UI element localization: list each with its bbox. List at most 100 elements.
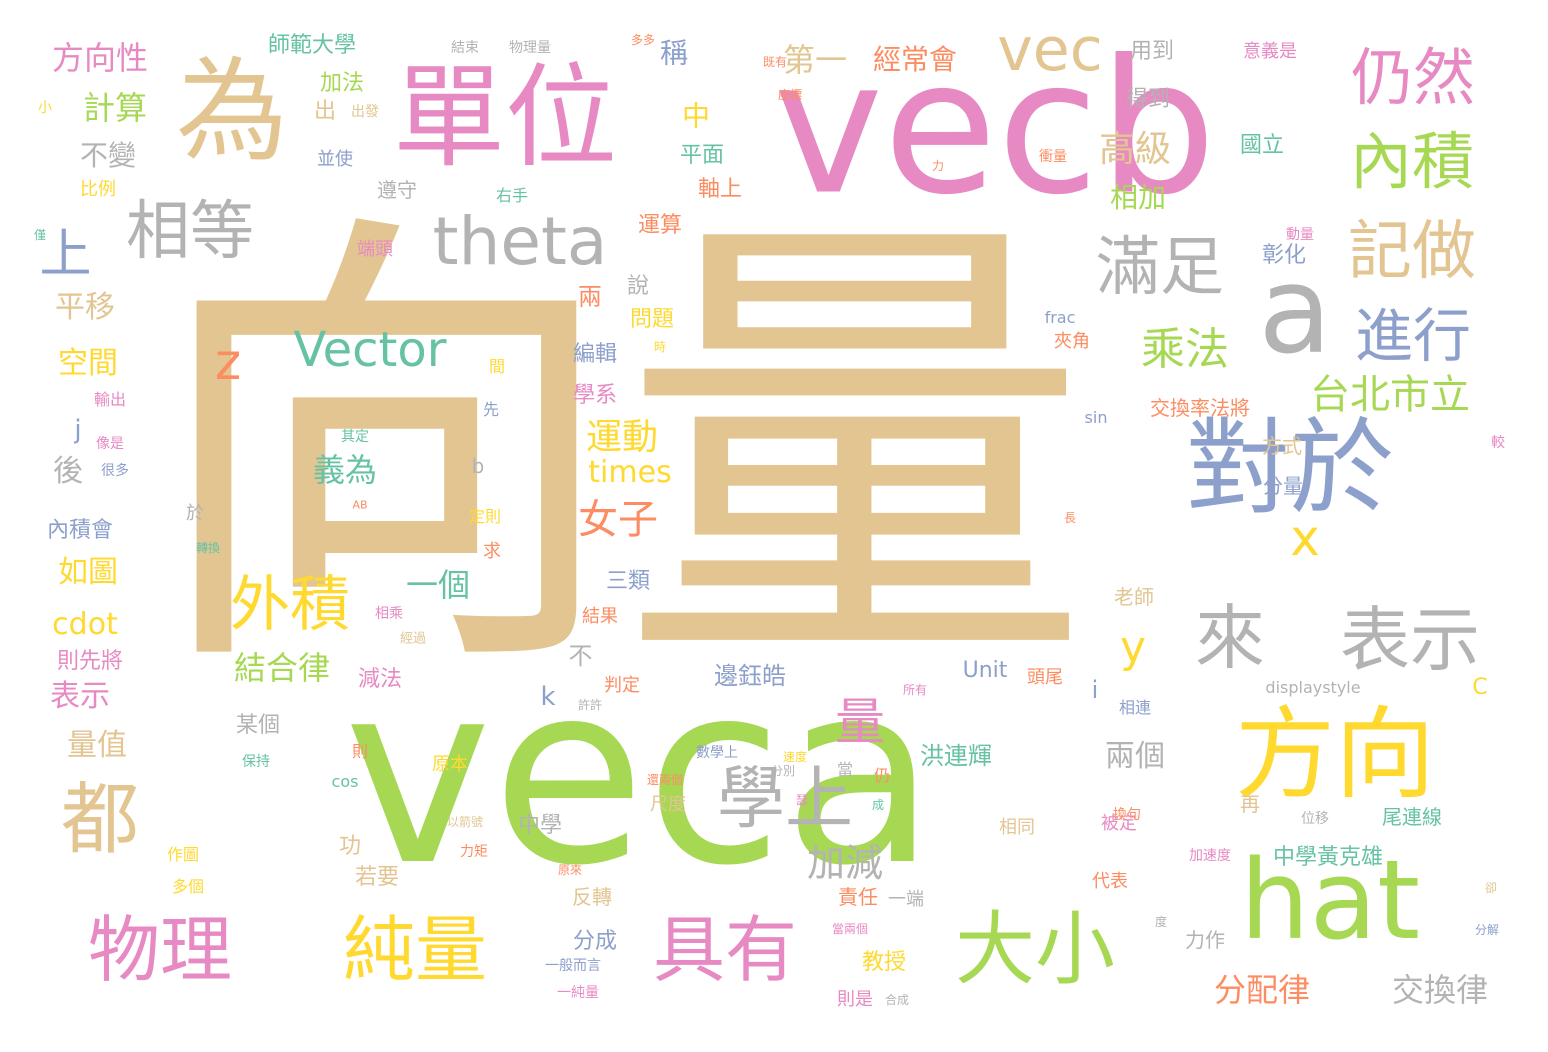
word-ruotu: 如圖 <box>58 555 118 590</box>
word-yunsuan: 運算 <box>637 213 683 238</box>
word-dedao: 得到 <box>1125 87 1171 112</box>
word-vecb: vecb <box>773 19 1217 236</box>
word-sin: sin <box>1084 408 1108 427</box>
word-wuli: 物理 <box>87 908 233 992</box>
word-xian: 先 <box>482 400 500 419</box>
word-dingze: 定則 <box>468 507 502 526</box>
word-cheng: 稱 <box>656 38 689 66</box>
word-lizuo: 力作 <box>1185 928 1225 952</box>
word-chidu: 尺度 <box>650 794 686 815</box>
word-fangxiang: 方向 <box>1235 696 1435 813</box>
word-k: k <box>540 682 556 712</box>
word-z: z <box>214 333 242 391</box>
word-zai: 再 <box>1240 792 1260 816</box>
word-bianyuhao: 邊鈺皓 <box>714 662 786 690</box>
word-fenjie: 分解 <box>1474 923 1500 937</box>
word-liju: 力矩 <box>460 844 488 860</box>
word-hou: 後 <box>53 454 83 489</box>
word-liang: 量 <box>835 693 885 751</box>
word-bili: 比例 <box>80 179 116 200</box>
word-chang: 長 <box>1063 511 1077 525</box>
word-jiaohuanlv: 交換律 <box>1391 971 1489 1009</box>
word-vec: vec <box>997 15 1103 85</box>
word-daxiao: 大小 <box>955 903 1115 996</box>
word-chengfa: 乘法 <box>1141 324 1229 375</box>
word-baochi: 保持 <box>242 754 270 770</box>
word-zunshou: 遵守 <box>377 178 417 202</box>
word-pingmian: 平面 <box>679 143 725 168</box>
word-du: 度 <box>1154 915 1168 929</box>
word-weilianxian: 尾連線 <box>1382 805 1442 829</box>
word-ze: 則 <box>351 742 369 761</box>
word-waiji: 外積 <box>230 570 350 640</box>
word-panding: 判定 <box>604 675 640 696</box>
word-zuobiao: 座標 <box>777 88 803 102</box>
word-a-big: a <box>1258 242 1332 381</box>
word-jingguo: 經過 <box>399 631 427 647</box>
word-zhongxuehuangkexiong: 中學黃克雄 <box>1272 845 1384 870</box>
word-lai: 來 <box>1195 597 1265 679</box>
word-chongliang: 衝量 <box>1039 149 1067 165</box>
word-mouge: 某個 <box>235 713 281 738</box>
word-duoduo: 多多 <box>630 33 656 47</box>
word-hat: hat <box>1239 836 1421 964</box>
word-jizuo: 記做 <box>1348 215 1476 289</box>
word-fangshi: 方式 <box>1262 434 1302 458</box>
word-jin: 僅 <box>33 228 47 242</box>
word-guoli: 國立 <box>1239 133 1285 158</box>
word-jianfa: 減法 <box>357 667 403 692</box>
word-youshou: 右手 <box>495 186 529 205</box>
word-zhuanhuan: 轉換 <box>195 541 221 555</box>
word-xueshang: 學上 <box>716 760 854 839</box>
word-AB: AB <box>352 498 368 512</box>
word-chu: 出 <box>313 99 337 124</box>
word-biaoshi: 表示 <box>50 679 110 714</box>
word-que: 卻 <box>1484 881 1498 895</box>
word-hongliaohui: 洪連輝 <box>920 742 992 770</box>
word-yiwei: 義為 <box>312 451 378 489</box>
word-hecheng: 合成 <box>884 993 910 1007</box>
word-dangliangge: 當兩個 <box>831 922 869 936</box>
word-shi: 時 <box>653 340 667 354</box>
word-xiangliang: 向量 <box>150 178 1090 725</box>
word-xiangjia: 相加 <box>1109 181 1167 214</box>
word-shifandaxue: 師範大學 <box>267 33 357 58</box>
word-se: 瑟 <box>795 793 809 807</box>
word-fenbie: 分別 <box>770 764 796 778</box>
word-times: times <box>588 455 672 490</box>
word-neiji: 內積 <box>1349 125 1475 198</box>
word-jiajiao: 夾角 <box>1054 331 1090 352</box>
word-xuexi: 學系 <box>572 383 618 408</box>
word-juyou: 具有 <box>652 908 798 992</box>
word-biaoshi-big: 表示 <box>1340 599 1480 681</box>
word-jiehelv: 結合律 <box>233 649 331 687</box>
word-frac: frac <box>1044 308 1076 327</box>
word-yongdao: 用到 <box>1129 39 1175 64</box>
word-jieng: 仍然 <box>1350 41 1476 114</box>
word-x: x <box>1290 509 1320 567</box>
word-jiaoshou: 教授 <box>861 950 907 975</box>
word-jinxing: 進行 <box>1354 302 1472 370</box>
word-jiasudu: 加速度 <box>1189 848 1231 864</box>
word-displaystyle: displaystyle <box>1265 678 1361 697</box>
word-gaoji: 高級 <box>1098 129 1172 170</box>
word-zhongxue: 中學 <box>517 813 563 838</box>
word-touwei: 頭尾 <box>1027 667 1063 688</box>
word-xiangshi: 像是 <box>96 436 124 452</box>
word-xiangtong: 相同 <box>999 817 1035 838</box>
word-huan: 還兩個 <box>646 773 684 787</box>
word-li: 力 <box>931 159 945 173</box>
word-yige: 一個 <box>405 566 471 604</box>
word-reng: 仍 <box>873 766 891 785</box>
word-weiyi: 位移 <box>1301 811 1329 827</box>
word-fenliang: 分量 <box>1263 474 1303 498</box>
word-henduo: 很多 <box>101 463 129 479</box>
word-jiaohuanlvfajiang: 交換率法將 <box>1150 396 1250 420</box>
word-b: b <box>471 454 485 478</box>
word-pingyi: 平移 <box>55 290 115 325</box>
word-bubian: 不變 <box>79 139 137 172</box>
word-fenpeilv: 分配律 <box>1213 971 1311 1009</box>
word-yu: 於 <box>186 503 204 524</box>
word-zeshi: 則是 <box>837 989 873 1010</box>
word-xiaoshi-blk: 小 <box>38 100 52 116</box>
